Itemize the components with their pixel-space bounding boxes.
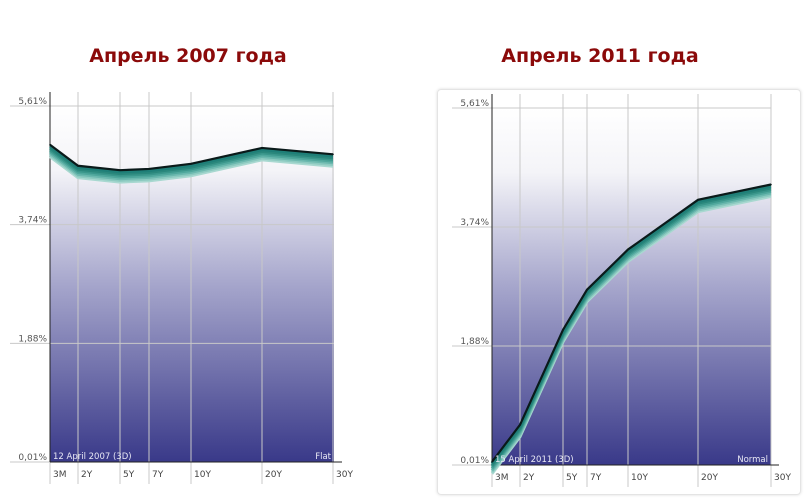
x-tick-label: 10Y xyxy=(631,473,648,483)
history-curve xyxy=(49,152,334,181)
chart-title-2011: Апрель 2011 года xyxy=(501,45,699,67)
chart-1: 5,61% 3,74% 1,88% 0,01% 3M 2Y 5Y 7Y 10Y 20Y 30Y 15 … xyxy=(452,94,791,487)
data-point xyxy=(261,147,263,149)
history-curve xyxy=(49,150,334,179)
date-label: 15 April 2011 (3D) xyxy=(495,455,574,465)
x-tick-label: 5Y xyxy=(566,473,578,483)
data-point xyxy=(562,329,564,331)
data-point xyxy=(190,163,192,165)
y-tick-label: 3,74% xyxy=(18,216,47,226)
y-tick-label: 5,61% xyxy=(460,99,489,109)
chart-0: 5,61% 3,74% 1,88% 0,01% 3M 2Y 5Y 7Y 10Y 20Y 30Y 12 … xyxy=(10,92,353,484)
data-point xyxy=(627,248,629,251)
x-tick-label: 2Y xyxy=(81,470,93,480)
y-tick-label: 1,88% xyxy=(18,334,47,344)
y-tick-label: 1,88% xyxy=(460,337,489,347)
x-tick-label: 20Y xyxy=(701,473,718,483)
chart-panel-2011 xyxy=(437,89,801,495)
data-point xyxy=(519,424,521,426)
history-curve xyxy=(49,153,334,182)
data-point xyxy=(697,199,699,201)
y-tick-label: 0,01% xyxy=(18,453,47,463)
plot-area xyxy=(492,108,771,465)
history-curve xyxy=(49,155,334,184)
y-tick-label: 0,01% xyxy=(460,456,489,466)
y-tick-label: 3,74% xyxy=(460,218,489,228)
data-point xyxy=(119,169,121,172)
data-point xyxy=(148,168,150,170)
x-tick-label: 2Y xyxy=(523,473,535,483)
chart-title-2007: Апрель 2007 года xyxy=(89,45,287,67)
data-point xyxy=(49,143,51,146)
data-point xyxy=(491,461,493,463)
curve-shape-label: Normal xyxy=(737,455,768,465)
x-tick-label: 30Y xyxy=(336,470,353,480)
x-tick-label: 3M xyxy=(495,473,509,483)
data-point xyxy=(770,183,772,186)
x-tick-label: 10Y xyxy=(194,470,211,480)
history-curve xyxy=(49,148,334,177)
history-curve xyxy=(49,146,334,176)
date-label: 12 April 2007 (3D) xyxy=(53,452,132,462)
data-point xyxy=(586,288,588,291)
curve-shape-label: Flat xyxy=(315,452,331,462)
x-tick-label: 3M xyxy=(53,470,67,480)
x-tick-label: 30Y xyxy=(774,473,791,483)
y-tick-label: 5,61% xyxy=(18,97,47,107)
x-tick-label: 20Y xyxy=(265,470,282,480)
data-point xyxy=(332,153,334,156)
history-curve xyxy=(49,145,334,174)
x-tick-label: 7Y xyxy=(152,470,164,480)
x-tick-label: 5Y xyxy=(123,470,135,480)
x-tick-label: 7Y xyxy=(590,473,602,483)
data-point xyxy=(77,164,79,167)
